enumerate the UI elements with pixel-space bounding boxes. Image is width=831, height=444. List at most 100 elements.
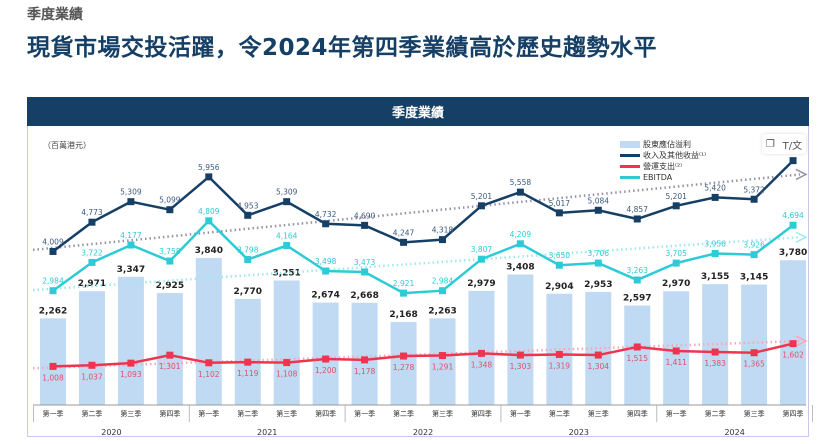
bar-profit	[78, 291, 105, 405]
opex-label: 1,178	[354, 367, 376, 376]
ebitda-label: 2,921	[393, 279, 415, 288]
ebitda-label: 3,263	[627, 266, 649, 275]
bar-profit	[234, 298, 261, 405]
legend-label: 股東應佔溢利	[643, 140, 691, 149]
opex-point	[711, 348, 719, 356]
opex-point	[283, 359, 291, 367]
x-tick-label: 第三季	[588, 409, 609, 418]
opex-point	[361, 356, 369, 364]
opex-label: 1,278	[393, 363, 415, 372]
year-label: 2023	[569, 428, 589, 437]
year-label: 2022	[413, 428, 433, 437]
revenue-label: 5,017	[549, 199, 571, 208]
bar-profit	[351, 302, 378, 405]
trend-arrow	[795, 168, 808, 181]
revenue-point	[633, 215, 641, 223]
x-tick-label: 第三季	[276, 409, 297, 418]
x-tick-label: 第一季	[43, 409, 64, 418]
trendline	[32, 173, 801, 252]
ebitda-point	[477, 255, 485, 263]
revenue-label: 5,956	[198, 163, 220, 172]
opex-label: 1,108	[276, 370, 298, 379]
opex-point	[439, 352, 446, 360]
opex-label: 1,037	[81, 372, 103, 381]
bar-profit	[741, 284, 768, 405]
revenue-point	[750, 195, 758, 203]
revenue-point	[88, 218, 96, 226]
revenue-label: 4,690	[354, 211, 376, 220]
revenue-point	[789, 157, 797, 165]
revenue-label: 5,309	[120, 188, 142, 197]
legend-swatch-bar	[620, 141, 640, 148]
bar-label: 2,979	[467, 279, 495, 289]
x-tick-label: 第二季	[705, 409, 726, 418]
bar-profit	[40, 318, 66, 405]
opex-label: 1,291	[432, 363, 454, 372]
copy-icon[interactable]: ❐	[765, 138, 775, 150]
opex-point	[322, 355, 330, 363]
ebitda-line	[52, 219, 794, 295]
opex-point	[127, 359, 135, 367]
chart-panel-title: 季度業績	[27, 97, 809, 126]
ebitda-label: 3,798	[237, 246, 259, 255]
opex-point	[750, 349, 758, 357]
revenue-label: 4,247	[393, 228, 415, 237]
revenue-point	[477, 202, 485, 210]
bar-label: 2,770	[234, 287, 262, 297]
revenue-point	[672, 202, 680, 210]
x-tick-label: 第一季	[354, 409, 375, 418]
revenue-label: 5,372	[743, 185, 765, 194]
year-label: 2020	[101, 428, 121, 437]
x-tick-label: 第四季	[159, 409, 180, 418]
ebitda-point	[555, 261, 563, 269]
bar-label: 3,155	[701, 272, 729, 282]
legend: 股東應佔溢利 收入及其他收益⁽¹⁾ 營運支出⁽²⁾ EBITDA	[620, 139, 706, 183]
opex-point	[672, 347, 680, 355]
revenue-point	[244, 211, 252, 219]
ebitda-point	[283, 242, 291, 250]
bar-label: 2,262	[39, 306, 67, 316]
revenue-point	[283, 198, 291, 206]
translate-icon[interactable]: T/文	[782, 140, 803, 152]
chart-panel	[27, 126, 809, 437]
ebitda-label: 3,498	[315, 257, 337, 266]
bar-profit	[156, 292, 183, 405]
bar-label: 2,668	[350, 291, 378, 301]
bar-label: 2,168	[389, 310, 417, 320]
opex-label: 1,319	[549, 361, 571, 370]
revenue-point	[205, 173, 213, 181]
revenue-label: 5,201	[471, 192, 493, 201]
bar-profit	[117, 276, 144, 405]
legend-swatch-ebitda	[620, 176, 640, 179]
revenue-label: 4,318	[432, 226, 454, 235]
revenue-point	[516, 188, 524, 196]
ebitda-label: 4,177	[120, 231, 142, 240]
bar-profit	[702, 284, 729, 405]
bar-profit	[390, 321, 417, 405]
opex-point	[166, 351, 174, 359]
trend-arrow	[795, 335, 808, 347]
legend-label: 收入及其他收益⁽¹⁾	[643, 151, 707, 160]
opex-point	[516, 351, 524, 359]
bar-label: 3,780	[779, 248, 807, 258]
ebitda-point	[633, 276, 641, 284]
opex-label: 1,411	[665, 358, 687, 367]
ebitda-label: 2,984	[432, 277, 454, 286]
year-label: 2024	[724, 428, 744, 437]
opex-point	[789, 340, 797, 348]
ebitda-label: 3,706	[588, 249, 610, 258]
bar-label: 2,925	[156, 281, 184, 291]
opex-label: 1,119	[237, 369, 259, 378]
revenue-label: 4,773	[81, 208, 103, 217]
bar-profit	[624, 305, 651, 405]
revenue-label: 4,732	[315, 210, 337, 219]
legend-item-profit: 股東應佔溢利	[620, 139, 706, 150]
ebitda-label: 4,164	[276, 232, 298, 241]
x-tick-label: 第四季	[315, 409, 336, 418]
ebitda-label: 3,650	[549, 251, 571, 260]
opex-label: 1,348	[471, 360, 493, 369]
revenue-point	[594, 206, 602, 214]
ebitda-point	[439, 287, 446, 295]
revenue-point	[361, 221, 369, 229]
opex-point	[400, 352, 408, 360]
